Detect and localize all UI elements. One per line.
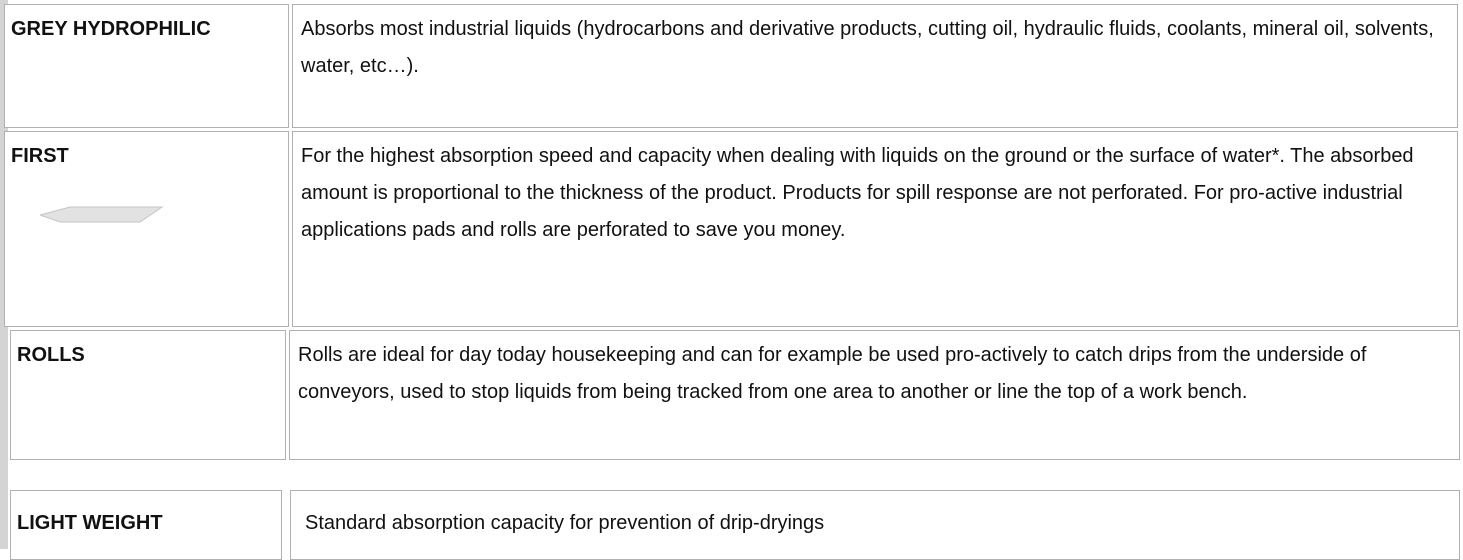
row-text: For the highest absorption speed and cap…	[292, 131, 1458, 327]
row-label: FIRST	[4, 131, 289, 327]
row-label: ROLLS	[10, 330, 286, 460]
pad-image	[40, 205, 165, 225]
row-text: Standard absorption capacity for prevent…	[290, 490, 1460, 560]
row-text: Rolls are ideal for day today housekeepi…	[289, 330, 1460, 460]
row-text: Absorbs most industrial liquids (hydroca…	[292, 4, 1458, 128]
row-label: LIGHT WEIGHT	[10, 490, 282, 560]
page: {"table": {"rows": [ {"label": "GREY HYD…	[0, 0, 1463, 549]
row-label: GREY HYDROPHILIC	[4, 4, 289, 128]
